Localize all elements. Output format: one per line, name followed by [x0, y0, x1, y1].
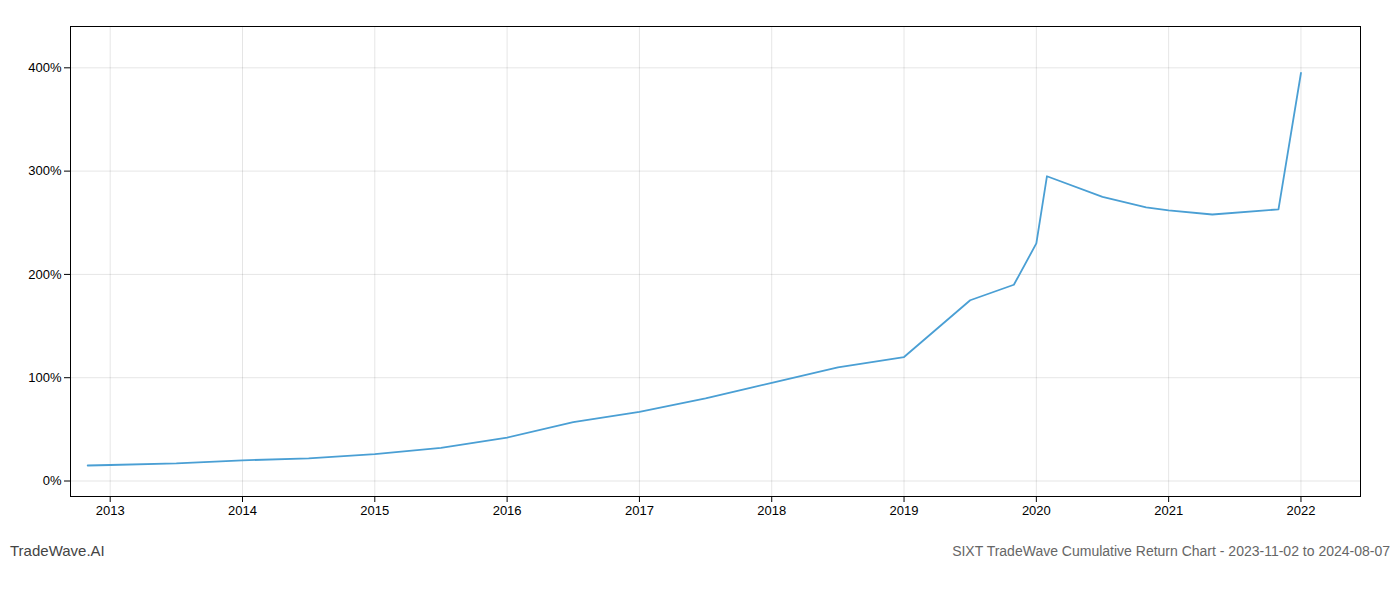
html-text:SIXT TradeWave Cumulative Retu: SIXT TradeWave Cumulative Return Chart -… — [952, 543, 1390, 559]
svg-text:2013: 2013 — [96, 503, 125, 518]
svg-text:2014: 2014 — [228, 503, 257, 518]
svg-text:400%: 400% — [28, 60, 62, 75]
svg-text:200%: 200% — [28, 267, 62, 282]
svg-text:300%: 300% — [28, 163, 62, 178]
svg-text:2020: 2020 — [1022, 503, 1051, 518]
svg-text:0%: 0% — [43, 473, 62, 488]
svg-text:2017: 2017 — [625, 503, 654, 518]
svg-text:2018: 2018 — [757, 503, 786, 518]
svg-text:2022: 2022 — [1287, 503, 1316, 518]
html-text:TradeWave.AI: TradeWave.AI — [10, 542, 105, 559]
svg-text:2021: 2021 — [1154, 503, 1183, 518]
svg-text:2016: 2016 — [493, 503, 522, 518]
svg-text:2019: 2019 — [890, 503, 919, 518]
svg-text:100%: 100% — [28, 370, 62, 385]
svg-text:2015: 2015 — [360, 503, 389, 518]
